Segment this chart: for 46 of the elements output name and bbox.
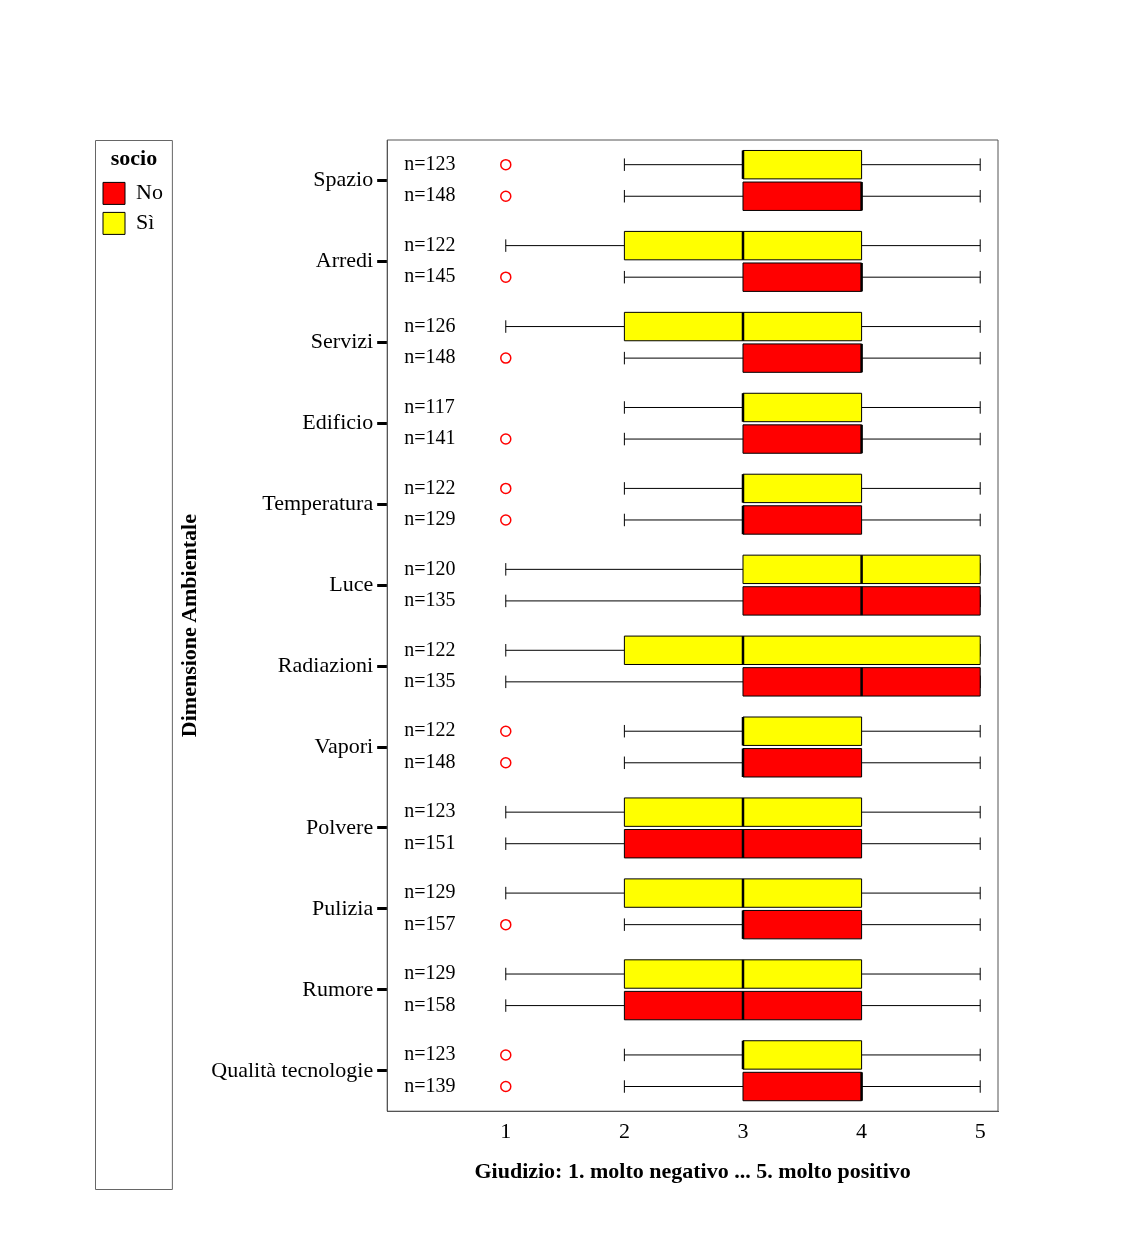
x-tick-label: 1 bbox=[500, 1118, 512, 1144]
y-tick-label: Pulizia bbox=[312, 894, 374, 920]
annotation: n=122 bbox=[404, 718, 456, 741]
y-tick-label: Arredi bbox=[315, 247, 374, 273]
y-tick-label: Qualità tecnologie bbox=[211, 1056, 374, 1082]
y-tick-label: Polvere bbox=[305, 813, 374, 839]
annotation: n=148 bbox=[404, 750, 456, 773]
x-tick-label: 4 bbox=[856, 1118, 868, 1144]
x-tick-label: 5 bbox=[974, 1118, 986, 1144]
annotation: n=148 bbox=[404, 183, 456, 206]
y-tick-label: Vapori bbox=[314, 732, 374, 758]
legend-label: No bbox=[136, 179, 163, 205]
annotation: n=123 bbox=[404, 1042, 456, 1065]
legend-label: Sì bbox=[136, 209, 155, 235]
x-tick-label: 3 bbox=[737, 1118, 749, 1144]
annotation: n=129 bbox=[404, 507, 456, 530]
y-tick-label: Luce bbox=[329, 570, 374, 596]
legend-title: socio bbox=[110, 144, 158, 170]
annotation: n=123 bbox=[404, 799, 456, 822]
annotation: n=126 bbox=[404, 313, 456, 336]
y-tick-label: Servizi bbox=[310, 328, 374, 354]
y-tick-label: Rumore bbox=[302, 975, 374, 1001]
annotation: n=122 bbox=[404, 232, 456, 255]
x-tick-label: 2 bbox=[618, 1118, 630, 1144]
annotation: n=117 bbox=[404, 394, 455, 417]
annotation: n=135 bbox=[404, 669, 456, 692]
annotation: n=122 bbox=[404, 637, 456, 660]
y-tick-label: Temperatura bbox=[262, 489, 374, 515]
y-axis-title: Dimensione Ambientale bbox=[175, 513, 201, 738]
x-axis-title: Giudizio: 1. molto negativo ... 5. molto positivo bbox=[474, 1158, 911, 1184]
annotation: n=122 bbox=[404, 475, 456, 498]
annotation: n=123 bbox=[404, 151, 456, 174]
annotation: n=129 bbox=[404, 880, 456, 903]
annotation: n=135 bbox=[404, 588, 456, 611]
annotation: n=145 bbox=[404, 264, 456, 287]
y-tick-label: Radiazioni bbox=[277, 651, 374, 677]
annotation: n=157 bbox=[404, 911, 456, 934]
annotation: n=120 bbox=[404, 556, 456, 579]
annotation: n=148 bbox=[404, 345, 456, 368]
annotation: n=139 bbox=[404, 1073, 456, 1096]
y-tick-label: Edificio bbox=[302, 409, 374, 435]
annotation: n=141 bbox=[404, 426, 456, 449]
y-tick-label: Spazio bbox=[313, 166, 374, 192]
annotation: n=129 bbox=[404, 961, 456, 984]
annotation: n=158 bbox=[404, 992, 456, 1015]
annotation: n=151 bbox=[404, 830, 456, 853]
